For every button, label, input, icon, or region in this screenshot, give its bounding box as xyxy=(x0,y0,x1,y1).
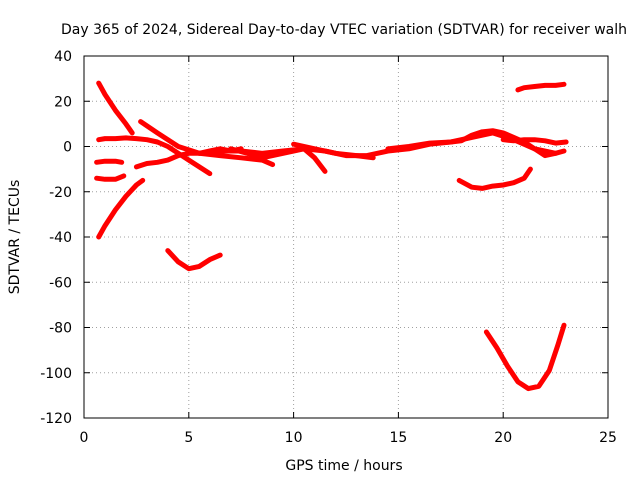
y-tick-label: -120 xyxy=(40,411,72,427)
y-tick-label: -60 xyxy=(49,275,72,291)
series-arc-12 xyxy=(385,128,559,159)
x-tick-label: 20 xyxy=(494,430,512,446)
x-tick-label: 0 xyxy=(80,430,89,446)
series-arc-15 xyxy=(456,166,533,191)
y-axis-label: SDTVAR / TECUs xyxy=(7,180,23,295)
x-tick-label: 15 xyxy=(389,430,407,446)
plot-frame xyxy=(83,55,609,419)
x-axis-label: GPS time / hours xyxy=(285,458,402,474)
series-arc-3 xyxy=(94,158,125,165)
x-tick-label: 5 xyxy=(184,430,193,446)
series-arc-11 xyxy=(291,141,376,161)
grid-lines xyxy=(84,56,608,418)
series-arc-7 xyxy=(165,248,223,272)
series-arc-5 xyxy=(96,177,146,240)
chart-title: Day 365 of 2024, Sidereal Day-to-day VTE… xyxy=(61,22,627,38)
y-tick-label: -40 xyxy=(49,230,72,246)
y-tick-label: 0 xyxy=(63,140,72,156)
y-tick-label: -20 xyxy=(49,185,72,201)
series-traces xyxy=(94,80,569,392)
y-tick-label: -100 xyxy=(40,366,72,382)
series-arc-16 xyxy=(483,322,567,392)
series-arc-1 xyxy=(96,80,135,136)
axis-ticks: 0 5 10 15 20 25 -120 -100 -80 -60 -40 -20 0 20 40 xyxy=(40,49,617,446)
y-tick-label: 40 xyxy=(54,49,72,65)
series-arc-13 xyxy=(500,137,569,146)
series-arc-14 xyxy=(515,81,567,93)
y-tick-label: 20 xyxy=(54,94,72,110)
series-arc-4 xyxy=(94,173,127,182)
series-arc-2 xyxy=(96,135,213,177)
x-tick-label: 10 xyxy=(285,430,303,446)
series-arc-10 xyxy=(228,146,328,174)
y-tick-label: -80 xyxy=(49,321,72,337)
x-tick-label: 25 xyxy=(599,430,617,446)
